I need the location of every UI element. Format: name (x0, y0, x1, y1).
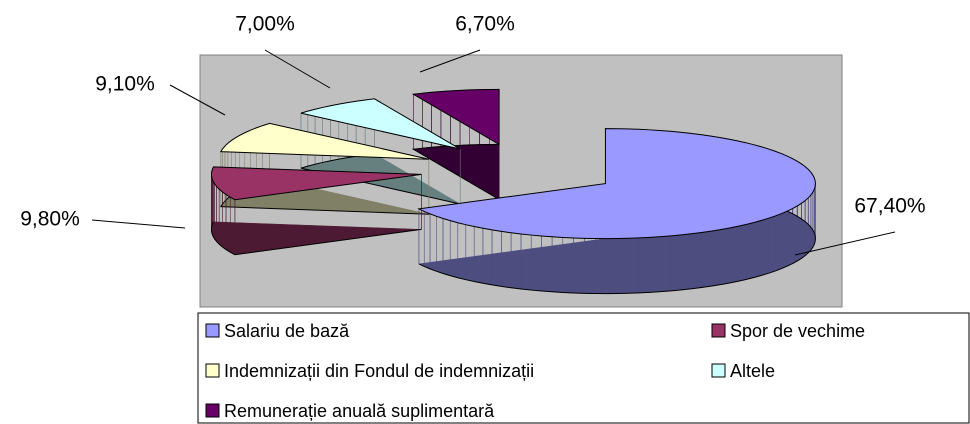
leader-line (264, 49, 331, 89)
leader-line (419, 49, 481, 73)
pie (210, 88, 816, 295)
legend-swatch (711, 323, 726, 338)
slice (417, 128, 816, 240)
data-label: 6,70% (455, 13, 515, 36)
legend-box (197, 312, 970, 424)
legend-label: Indemnizații din Fondul de indemnizații (224, 361, 534, 381)
slice (411, 88, 500, 146)
data-label: 9,10% (95, 73, 155, 96)
slice (210, 166, 422, 201)
legend-label: Salariu de bază (224, 321, 350, 341)
slice-edge (210, 221, 422, 256)
legend: Salariu de bază Spor de vechime Indemnizaț… (205, 321, 865, 421)
leader-line (169, 84, 226, 116)
legend-label: Altele (730, 361, 775, 381)
data-label: 67,40% (854, 195, 925, 218)
legend-label: Remunerație anuală suplimentară (224, 401, 495, 421)
data-label: 7,00% (235, 13, 295, 36)
slice (219, 122, 429, 160)
data-label: 9,80% (20, 208, 80, 231)
slice (300, 98, 461, 150)
legend-swatch (205, 403, 220, 418)
legend-swatch (205, 363, 220, 378)
legend-swatch (205, 323, 220, 338)
leader-line (794, 231, 896, 256)
legend-swatch (711, 363, 726, 378)
leader-line (91, 219, 186, 229)
legend-label: Spor de vechime (730, 321, 865, 341)
labels: 67,40% 9,80% 9,10% 7,00% 6,70% (20, 13, 926, 256)
